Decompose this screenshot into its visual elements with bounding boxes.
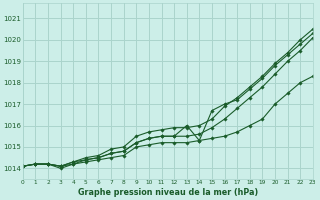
X-axis label: Graphe pression niveau de la mer (hPa): Graphe pression niveau de la mer (hPa) (78, 188, 258, 197)
